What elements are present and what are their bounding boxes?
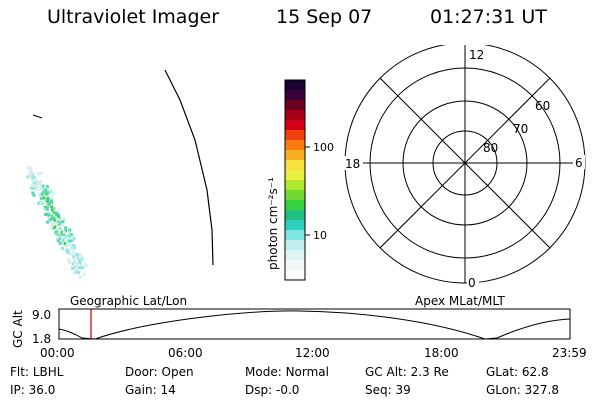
mlt-label-18: 18: [345, 157, 360, 171]
mlt-label-6: 6: [575, 156, 583, 170]
instrument-title: Ultraviolet Imager: [47, 6, 220, 28]
geographic-coords-label: Geographic Lat/Lon: [70, 294, 188, 308]
apex-coords-label: Apex MLat/MLT: [415, 294, 505, 308]
lat-label-70: 70: [513, 122, 528, 136]
color-scale: 100 10 photon cm⁻²s⁻¹: [266, 79, 334, 281]
limb-fragment: [32, 114, 43, 119]
date-label: 15 Sep 07: [276, 6, 373, 28]
orbit-xtick-1200: 12:00: [295, 346, 330, 360]
status-seq: Seq: 39: [365, 383, 411, 397]
lat-label-80: 80: [483, 141, 498, 155]
orbit-ytick-min: 1.8: [32, 332, 51, 346]
colorbar-unit-label: photon cm⁻²s⁻¹: [266, 177, 280, 270]
orbit-axis-label: GC Alt: [11, 310, 25, 348]
orbit-xtick-0000: 00:00: [40, 346, 75, 360]
mlt-label-12: 12: [469, 48, 484, 62]
status-ip: IP: 36.0: [10, 383, 56, 397]
limb-line: [164, 69, 214, 266]
orbit-xtick-1800: 18:00: [424, 346, 459, 360]
orbit-ytick-max: 9.0: [32, 308, 51, 322]
polar-grid: 12 6 0 18 60 70 80: [343, 45, 586, 290]
status-door: Door: Open: [125, 365, 194, 379]
altitude-curve: [58, 310, 571, 340]
status-glon: GLon: 327.8: [486, 383, 559, 397]
status-glat: GLat: 62.8: [486, 365, 549, 379]
colorbar-tick-10: 10: [313, 229, 327, 242]
mlt-label-0: 0: [468, 276, 476, 290]
status-gc-alt: GC Alt: 2.3 Re: [365, 365, 449, 379]
aurora-emission: [26, 166, 89, 279]
status-gain: Gain: 14: [125, 383, 176, 397]
colorbar-tick-100: 100: [313, 141, 334, 154]
orbit-xtick-0600: 06:00: [168, 346, 203, 360]
status-panel: Flt: LBHL Door: Open Mode: Normal GC Alt…: [10, 365, 600, 400]
lat-label-60: 60: [535, 99, 550, 113]
orbit-xtick-2359: 23:59: [552, 346, 587, 360]
orbit-altitude-plot: GC Alt 9.0 1.8 00:00 06:00 12:00 18:00 2…: [11, 308, 587, 360]
status-dsp: Dsp: -0.0: [245, 383, 300, 397]
status-flt: Flt: LBHL: [10, 365, 64, 379]
status-mode: Mode: Normal: [245, 365, 329, 379]
time-label: 01:27:31 UT: [430, 6, 547, 28]
auroral-image: [26, 69, 214, 279]
